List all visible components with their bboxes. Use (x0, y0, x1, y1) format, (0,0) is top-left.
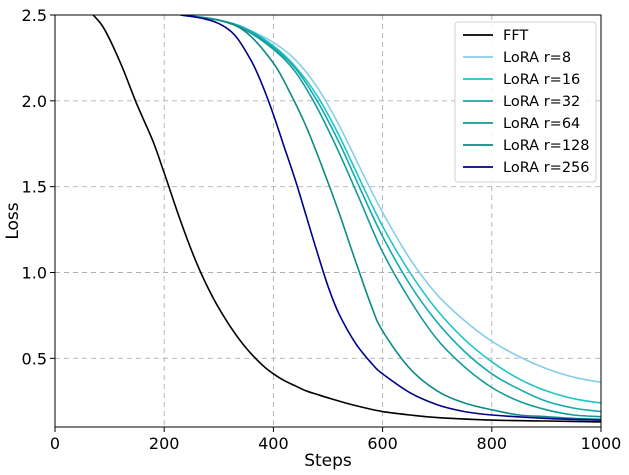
y-tick-label: 0.5 (22, 349, 47, 368)
legend-label: FFT (503, 28, 528, 44)
y-axis-label: Loss (3, 202, 23, 239)
legend-label: LoRA r=32 (503, 94, 580, 110)
series-line-fft (92, 15, 601, 423)
legend-label: LoRA r=16 (503, 72, 580, 88)
y-tick-label: 2.0 (22, 92, 47, 111)
x-tick-label: 800 (477, 434, 508, 453)
y-tick-label: 1.5 (22, 178, 47, 197)
series-line-lora-r-128 (180, 15, 601, 421)
x-axis-label: Steps (304, 451, 352, 471)
series-line-lora-r-256 (180, 15, 601, 421)
legend-label: LoRA r=256 (503, 160, 590, 176)
axis-ticks: 0 200 400 600 800 1000 0.5 1.0 1.5 2.0 2.5 (22, 6, 622, 453)
series-line-lora-r-32 (180, 15, 601, 413)
legend-label: LoRA r=128 (503, 138, 590, 154)
x-tick-label: 200 (149, 434, 180, 453)
legend-label: LoRA r=8 (503, 50, 571, 66)
y-tick-label: 2.5 (22, 6, 47, 25)
x-tick-label: 400 (258, 434, 289, 453)
x-tick-label: 1000 (581, 434, 622, 453)
legend-label: LoRA r=64 (503, 116, 580, 132)
legend-box (454, 21, 597, 183)
legend: FFT LoRA r=8 LoRA r=16 LoRA r=32 LoRA r=64 Lo… (454, 21, 597, 183)
series-line-lora-r-16 (180, 15, 601, 404)
series-line-lora-r-64 (180, 15, 601, 418)
series-lines (92, 15, 601, 423)
x-tick-label: 600 (367, 434, 398, 453)
y-tick-label: 1.0 (22, 264, 47, 283)
x-tick-label: 0 (50, 434, 60, 453)
plot-frame (54, 14, 602, 428)
series-line-lora-r-8 (180, 15, 601, 384)
